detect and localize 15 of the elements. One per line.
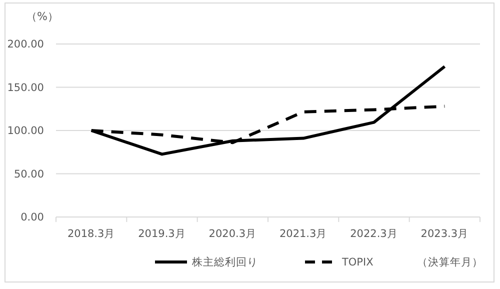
x-tick-label: 2020.3月 bbox=[208, 228, 257, 240]
y-tick-label: 150.00 bbox=[7, 82, 44, 94]
legend-label: 株主総利回り bbox=[191, 256, 258, 269]
x-axis-title: （決算年月） bbox=[417, 256, 483, 269]
y-tick-label: 0.00 bbox=[20, 212, 44, 224]
y-tick-label: 50.00 bbox=[14, 168, 44, 180]
y-tick-label: 200.00 bbox=[7, 38, 44, 51]
x-tick-label: 2018.3月 bbox=[67, 228, 116, 240]
x-tick-label: 2022.3月 bbox=[350, 228, 398, 240]
y-axis-title: （%） bbox=[26, 10, 58, 23]
x-tick-label: 2021.3月 bbox=[279, 228, 328, 240]
x-tick-label: 2023.3月 bbox=[420, 228, 469, 240]
x-tick-label: 2019.3月 bbox=[138, 228, 186, 240]
legend-label: TOPIX bbox=[341, 256, 374, 269]
y-tick-label: 100.00 bbox=[7, 125, 44, 138]
